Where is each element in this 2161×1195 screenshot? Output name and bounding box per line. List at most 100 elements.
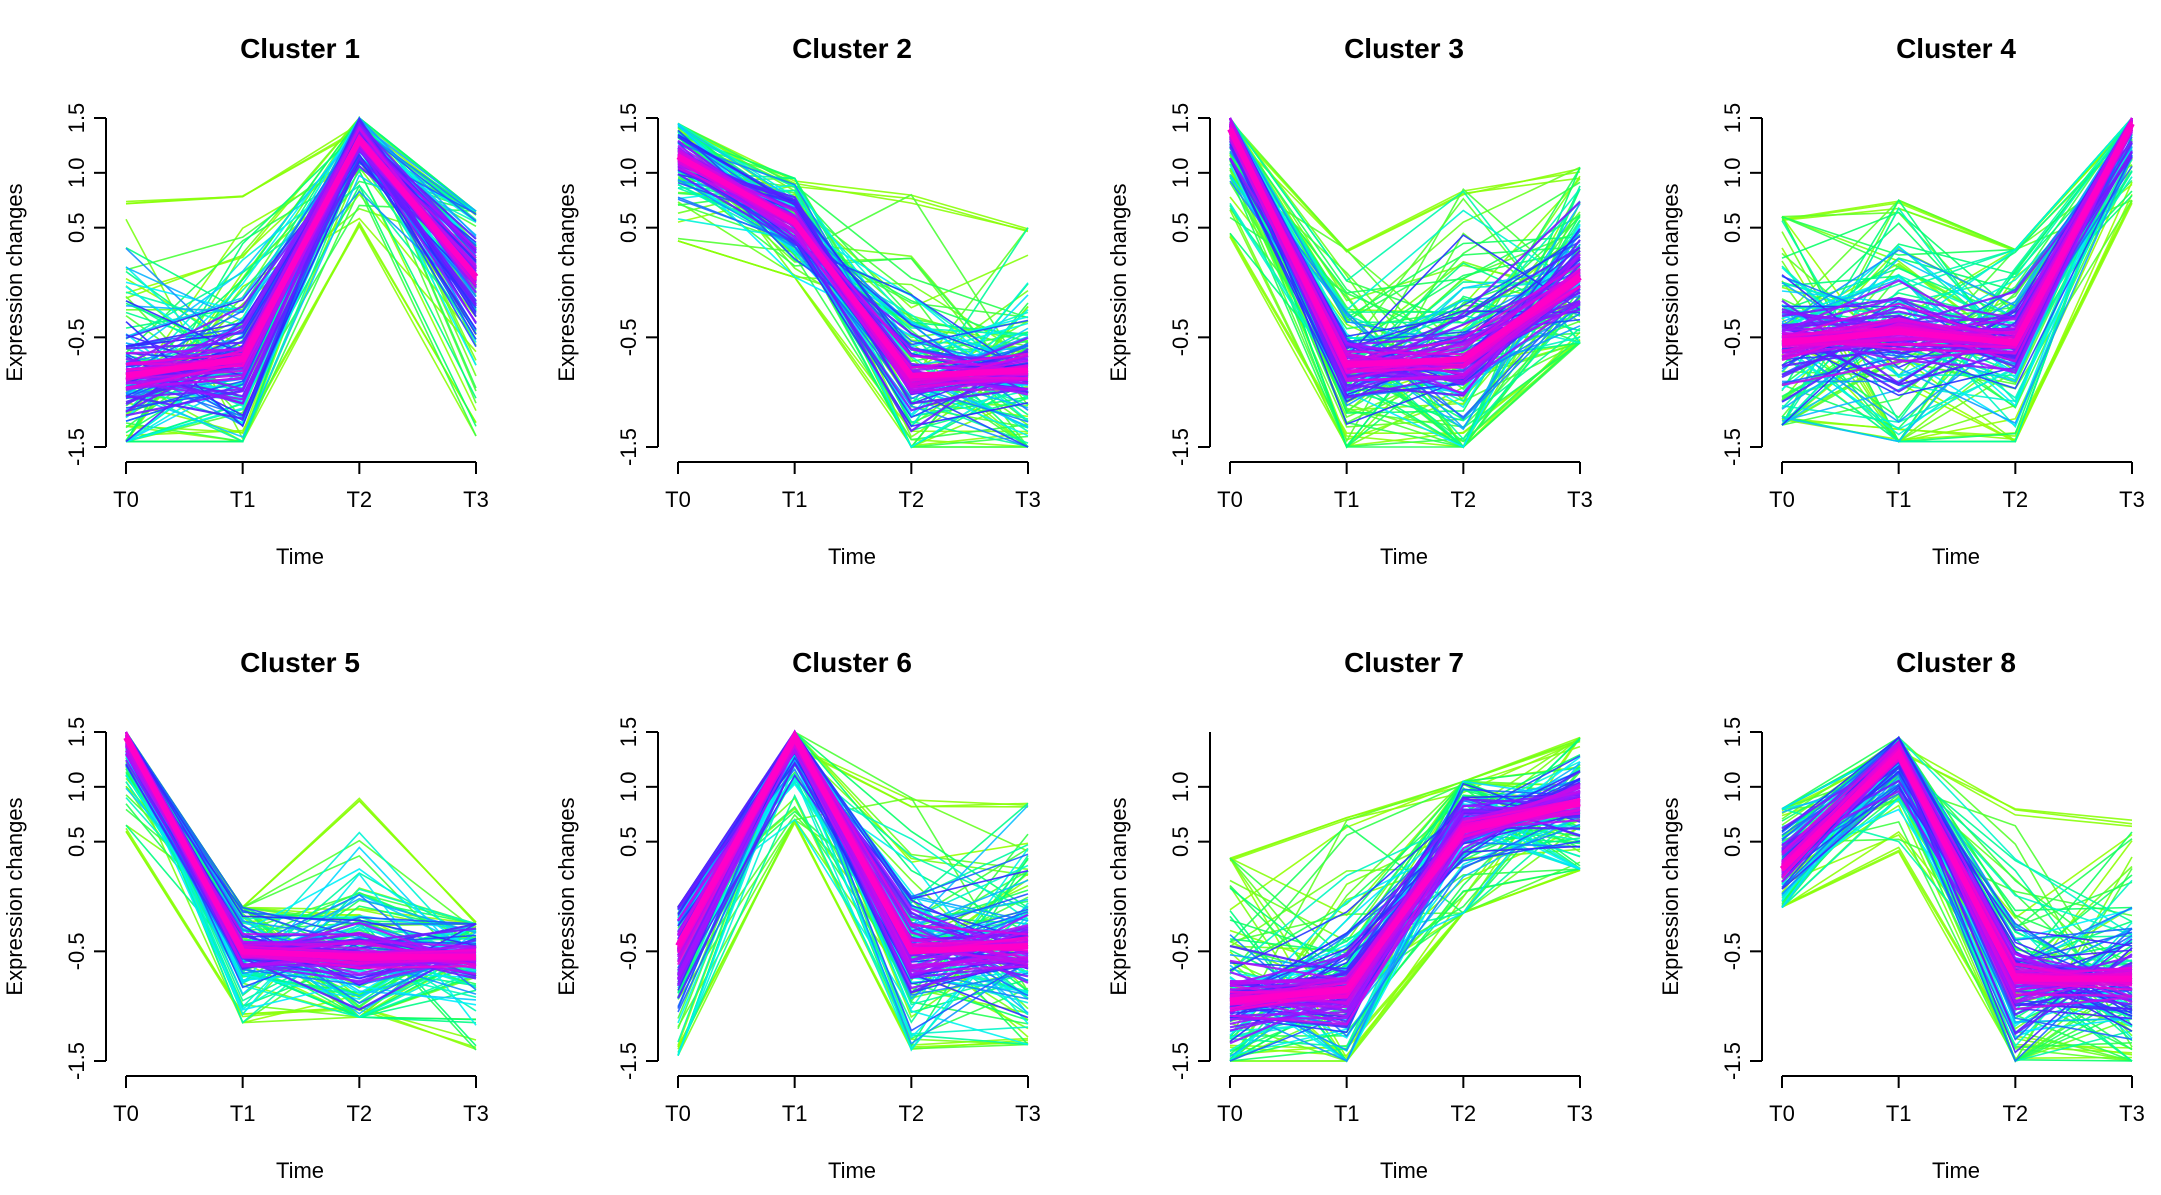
y-tick-label: -0.5 (616, 318, 641, 356)
y-tick-label: -1.5 (64, 1042, 89, 1080)
x-tick-label: T2 (346, 1101, 372, 1126)
y-tick-label: -0.5 (1720, 318, 1745, 356)
profile-line (677, 240, 1029, 447)
x-tick-label: T1 (230, 487, 256, 512)
panel-title: Cluster 2 (792, 33, 912, 64)
profile-line (125, 731, 477, 1047)
x-tick-label: T1 (1886, 487, 1912, 512)
profile-line (1229, 820, 1581, 972)
profile-line (677, 165, 1029, 412)
centroid-line (1229, 800, 1581, 1004)
x-tick-label: T2 (898, 1101, 924, 1126)
profile-line (677, 179, 1029, 382)
x-tick-label: T0 (113, 487, 139, 512)
profile-line (1229, 868, 1581, 1059)
y-axis-label: Expression changes (2, 183, 27, 381)
profile-line (677, 122, 1029, 319)
x-tick-label: T3 (1015, 487, 1041, 512)
centroid-line (676, 153, 1029, 379)
y-tick-label: 1.5 (616, 717, 641, 748)
y-axis-label: Expression changes (1658, 183, 1683, 381)
panel-title: Cluster 8 (1896, 647, 2016, 678)
x-axis-label: Time (1380, 544, 1428, 569)
cluster-panel: Cluster 7 -1.5 -0.5 0.5 1.0 Expression change… (1106, 647, 1593, 1183)
x-tick-label: T3 (463, 1101, 489, 1126)
profile-line (1781, 200, 2133, 437)
x-tick-label: T3 (463, 487, 489, 512)
x-tick-label: T0 (1769, 1101, 1795, 1126)
x-tick-label: T0 (113, 1101, 139, 1126)
x-tick-label: T0 (665, 1101, 691, 1126)
y-tick-label: 0.5 (64, 212, 89, 243)
y-tick-label: -0.5 (1168, 932, 1193, 970)
x-tick-label: T2 (1450, 487, 1476, 512)
y-tick-label: 0.5 (616, 212, 641, 243)
profile-line (677, 821, 1029, 1048)
x-tick-label: T2 (2002, 1101, 2028, 1126)
centroid-line (675, 731, 1029, 955)
expression-profiles (123, 731, 477, 1051)
y-tick-label: -1.5 (616, 428, 641, 466)
x-tick-label: T1 (1334, 1101, 1360, 1126)
y-tick-label: -0.5 (64, 318, 89, 356)
x-tick-label: T3 (2119, 487, 2145, 512)
expression-profiles (125, 115, 479, 443)
x-axis-label: Time (276, 544, 324, 569)
profile-line (125, 732, 477, 947)
y-tick-label: 1.0 (64, 772, 89, 803)
y-tick-label: 0.5 (1720, 826, 1745, 857)
y-tick-label: 1.0 (616, 158, 641, 189)
x-tick-label: T3 (1567, 1101, 1593, 1126)
y-tick-label: -0.5 (616, 932, 641, 970)
expression-profiles (1781, 117, 2135, 443)
profile-line (125, 224, 477, 437)
profile-line (125, 127, 477, 374)
x-tick-label: T0 (1769, 487, 1795, 512)
expression-profiles (1229, 736, 1581, 1063)
profile-line (677, 129, 1029, 233)
y-tick-label: 1.5 (1720, 717, 1745, 748)
panel-title: Cluster 6 (792, 647, 912, 678)
profile-line (125, 188, 477, 443)
x-tick-label: T1 (230, 1101, 256, 1126)
x-axis-label: Time (1932, 544, 1980, 569)
y-tick-label: 1.5 (1720, 103, 1745, 134)
profile-line (1229, 767, 1581, 954)
y-tick-label: -1.5 (1720, 1042, 1745, 1080)
x-axis-label: Time (276, 1158, 324, 1183)
expression-profiles (1227, 117, 1582, 449)
x-tick-label: T0 (665, 487, 691, 512)
cluster-panel: Cluster 3 -1.5 -0.5 0.5 1.0 1.5 Expression cha… (1106, 33, 1593, 569)
x-tick-label: T3 (1567, 487, 1593, 512)
profile-line (1781, 748, 2133, 828)
y-tick-label: -1.5 (64, 428, 89, 466)
profile-line (1229, 869, 1581, 1057)
profile-line (1229, 232, 1581, 434)
x-axis-label: Time (1932, 1158, 1980, 1183)
x-tick-label: T2 (898, 487, 924, 512)
x-tick-label: T1 (782, 487, 808, 512)
x-tick-label: T2 (346, 487, 372, 512)
x-tick-label: T1 (782, 1101, 808, 1126)
x-tick-label: T3 (2119, 1101, 2145, 1126)
cluster-panel: Cluster 6 -1.5 -0.5 0.5 1.0 1.5 Expression cha… (554, 647, 1041, 1183)
y-axis-label: Expression changes (1658, 797, 1683, 995)
profile-line (1781, 850, 2133, 1060)
x-tick-label: T0 (1217, 487, 1243, 512)
expression-profiles (675, 729, 1029, 1056)
profile-line (1781, 154, 2133, 390)
cluster-panel: Cluster 4 -1.5 -0.5 0.5 1.0 1.5 Expression cha… (1658, 33, 2145, 569)
y-tick-label: -1.5 (1168, 1042, 1193, 1080)
y-tick-label: 0.5 (616, 826, 641, 857)
panel-title: Cluster 4 (1896, 33, 2016, 64)
y-axis-label: Expression changes (1106, 797, 1131, 995)
profile-line (1229, 123, 1581, 253)
y-axis-label: Expression changes (554, 183, 579, 381)
profile-line (1229, 117, 1581, 344)
centroid-line (1781, 122, 2135, 346)
y-tick-label: 0.5 (1168, 212, 1193, 243)
cluster-panel: Cluster 5 -1.5 -0.5 0.5 1.0 1.5 Expression cha… (2, 647, 489, 1183)
centroid-line (1779, 748, 2132, 982)
y-tick-label: -0.5 (1720, 932, 1745, 970)
y-tick-label: 1.0 (1168, 772, 1193, 803)
